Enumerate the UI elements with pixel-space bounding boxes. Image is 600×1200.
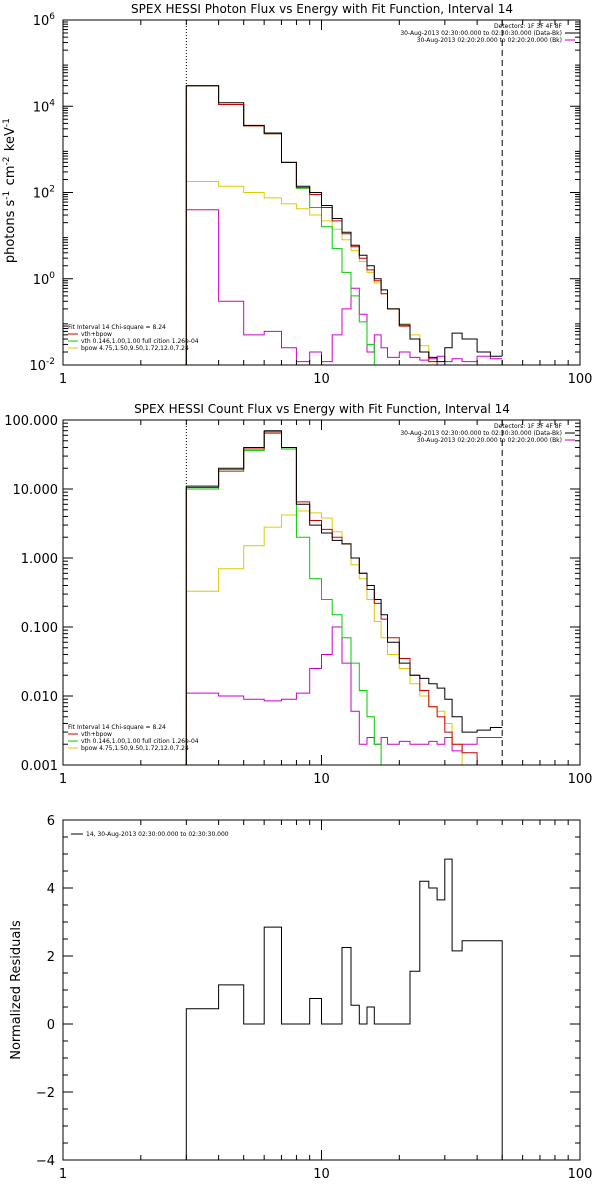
y-tick-label: 0.010 [21,690,58,705]
legend-top-entry: 30-Aug-2013 02:20:20.000 to 02:20:20.000… [417,37,562,44]
x-tick-label: 100 [568,372,593,387]
legend-bottom-entry: Fit Interval 14 Chi-square = 8.24 [68,324,166,331]
legend-top-entry: Detectors: 1F 3F 4F 8F [494,23,563,30]
y-tick-label: −2 [36,1086,55,1101]
photon-flux-legend-bottom: Fit Interval 14 Chi-square = 8.24vth+bpo… [68,324,199,352]
legend-bottom-entry: bpow 4.75,1.50,9.50,1.72,12.0,7.24 [81,345,189,352]
photon-flux-frame [62,19,581,366]
photon-flux-y-axis: 10-2 100 102 104 106 [29,12,580,374]
y-tick-label: 100.000 [4,414,58,429]
y-tick-label: 0.100 [21,621,58,636]
series-bpow [185,510,503,765]
photon-flux-x-axis: 1 10 100 [59,20,593,387]
legend-bottom-entry: vth 0.146,1.00,1.00 full cition 1.26e-04 [81,338,199,345]
y-tick-label: 0 [47,1018,55,1033]
series-data-bk [185,430,503,765]
y-tick-label: 0.001 [21,759,58,774]
x-tick-label: 1 [59,372,67,387]
legend-bottom-entry: vth 0.146,1.00,1.00 full cition 1.26e-04 [81,738,199,745]
x-tick-label: 10 [313,772,330,787]
y-tick-label: 4 [47,882,55,897]
legend-top-entry: 30-Aug-2013 02:30:00.000 to 02:30:30.000… [400,30,562,37]
residuals-x-axis: 1 10 100 [59,820,593,1182]
y-tick-label: 100 [33,271,56,288]
count-flux-title: SPEX HESSI Count Flux vs Energy with Fit… [134,402,510,416]
photon-flux-title: SPEX HESSI Photon Flux vs Energy with Fi… [131,2,513,16]
y-tick-label: 102 [33,185,55,202]
series-vth [185,432,503,765]
series-vth-bpow [185,85,503,365]
series-vth-bpow [185,431,503,765]
count-flux-y-axis: 0.001 0.010 0.100 1.000 10.000 100.000 [4,414,580,774]
y-tick-label: 106 [33,12,56,29]
photon-flux-y-label: photons s-1 cm-2 keV-1 [2,117,18,263]
legend-top-entry: 30-Aug-2013 02:30:00.000 to 02:30:30.000… [400,430,562,437]
residuals-frame [62,819,581,1161]
y-tick-label: −4 [36,1154,55,1169]
x-tick-label: 10 [313,1167,330,1182]
y-tick-label: 6 [47,814,55,829]
x-tick-label: 10 [313,372,330,387]
series-bpow [185,181,503,365]
y-tick-label: 1.000 [21,552,58,567]
series-vth [185,85,503,365]
series-bk [185,626,503,765]
legend-top-entry: Detectors: 1F 3F 4F 8F [494,423,563,430]
legend-top-entry: 30-Aug-2013 02:20:20.000 to 02:20:20.000… [417,437,562,444]
residuals-panel: 1 10 100 −4 −2 0 2 4 6 Normalized Residuals 14,… [9,814,592,1182]
x-tick-label: 100 [568,772,593,787]
photon-flux-panel: SPEX HESSI Photon Flux vs Energy with Fi… [2,2,592,387]
residuals-legend: 14, 30-Aug-2013 02:30:00.000 to 02:30:30… [71,831,229,838]
count-flux-x-axis: 1 10 100 [59,420,593,787]
y-tick-label: 104 [33,98,56,115]
count-flux-legend-bottom: Fit Interval 14 Chi-square = 8.24vth+bpo… [68,724,199,752]
y-tick-label: 2 [47,950,55,965]
residuals-y-label: Normalized Residuals [9,920,24,1060]
y-tick-label: 10-2 [29,357,55,374]
count-flux-panel: SPEX HESSI Count Flux vs Energy with Fit… [4,402,592,787]
legend-bottom-entry: bpow 4.75,1.50,9.50,1.72,12.0,7.24 [81,745,189,752]
residuals-y-axis: −4 −2 0 2 4 6 [36,814,580,1169]
legend-bottom-entry: vth+bpow [81,331,112,338]
series-14-30-aug-2013-02-30-00-000-to-02-30-30-000 [185,858,503,1160]
series-bk [185,209,503,365]
residuals-series [185,858,503,1160]
legend-entry: 14, 30-Aug-2013 02:30:00.000 to 02:30:30… [86,831,229,838]
legend-bottom-entry: vth+bpow [81,731,112,738]
count-flux-series [185,420,503,765]
x-tick-label: 1 [59,772,67,787]
x-tick-label: 1 [59,1167,67,1182]
photon-flux-series [185,20,503,365]
x-tick-label: 100 [568,1167,593,1182]
legend-bottom-entry: Fit Interval 14 Chi-square = 8.24 [68,724,166,731]
count-flux-frame [62,419,581,766]
series-data-bk [185,85,503,365]
y-tick-label: 10.000 [13,483,59,498]
